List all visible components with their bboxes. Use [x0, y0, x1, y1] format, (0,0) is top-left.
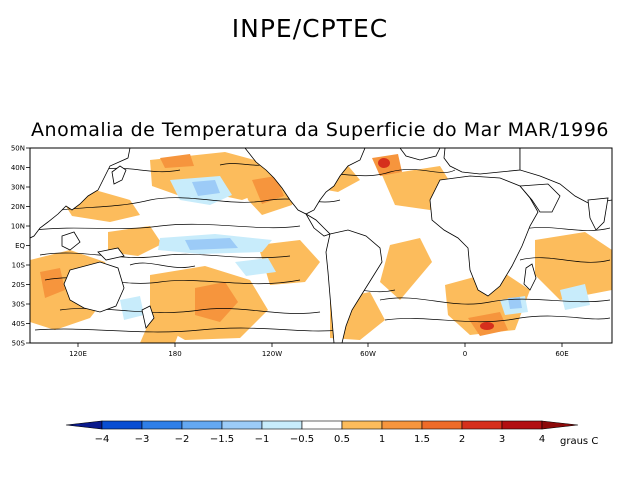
warm-cores — [378, 158, 494, 330]
land-asia — [30, 148, 131, 239]
moderate-cool-regions — [185, 180, 522, 309]
colorbar-tick-label: −4 — [95, 434, 110, 445]
lat-label: 10S — [12, 262, 26, 270]
lat-label: 30N — [11, 184, 25, 192]
colorbar-swatch — [381, 420, 423, 430]
organization-title: INPE/CPTEC — [231, 14, 389, 43]
land-madagascar — [523, 263, 537, 291]
lat-label: 40N — [11, 164, 25, 172]
colorbar-tick-label: −1 — [255, 434, 270, 445]
colorbar-swatch — [141, 420, 183, 430]
colorbar-tick-label: 0.5 — [334, 434, 350, 445]
lat-label: 40S — [12, 320, 26, 328]
colorbar-min-arrow — [65, 420, 103, 430]
latitude-axis: 50N 40N 30N 20N 10N EQ 10S 20S 30S 40S 5… — [11, 145, 30, 348]
lon-label: 60E — [555, 350, 568, 358]
lat-label: 20S — [12, 281, 26, 289]
land-new-zealand — [141, 305, 155, 329]
colorbar-tick-label: −1.5 — [210, 434, 234, 445]
colorbar-tick-label: −3 — [135, 434, 150, 445]
land-new-guinea — [97, 247, 125, 261]
lon-label: 120W — [262, 350, 282, 358]
land-australia — [63, 261, 125, 313]
map-panel — [30, 148, 612, 343]
colorbar-swatch — [421, 420, 463, 430]
land-japan — [111, 165, 127, 185]
land-masses — [30, 148, 612, 343]
land-greenland — [399, 148, 441, 161]
lat-label: EQ — [15, 242, 25, 250]
colorbar-swatch — [261, 420, 303, 430]
map-title: Anomalia de Temperatura da Superficie do… — [31, 119, 609, 141]
colorbar-tick-label: 1.5 — [414, 434, 430, 445]
lon-label: 60W — [360, 350, 376, 358]
strong-warm-anomaly-regions — [40, 154, 508, 336]
colorbar-swatch — [341, 420, 383, 430]
land-south-america — [325, 229, 383, 343]
colorbar-tick-label: −0.5 — [290, 434, 314, 445]
land-north-america — [244, 148, 366, 215]
colorbar-tick-label: 1 — [379, 434, 385, 445]
colorbar-swatch — [501, 420, 543, 430]
lon-label: 120E — [69, 350, 87, 358]
land-india — [587, 197, 609, 231]
colorbar: −4 −3 −2 −1.5 −1 −0.5 0.5 1 1.5 2 3 4 — [65, 420, 579, 445]
colorbar-unit: graus C — [560, 436, 598, 447]
land-arabia — [519, 183, 561, 213]
lat-label: 50N — [11, 145, 25, 153]
lon-label: 180 — [168, 350, 181, 358]
colorbar-swatch — [101, 420, 143, 430]
land-borneo — [61, 231, 81, 251]
lat-label: 20N — [11, 203, 25, 211]
lat-label: 30S — [12, 301, 26, 309]
colorbar-swatch — [461, 420, 503, 430]
colorbar-swatch — [301, 420, 343, 430]
lon-label: 0 — [463, 350, 467, 358]
colorbar-swatch — [221, 420, 263, 430]
colorbar-swatch — [181, 420, 223, 430]
colorbar-tick-label: 2 — [459, 434, 465, 445]
land-asia-west — [519, 148, 612, 205]
colorbar-max-arrow — [541, 420, 579, 430]
colorbar-tick-label: −2 — [175, 434, 190, 445]
lat-label: 10N — [11, 223, 25, 231]
longitude-axis: 120E 180 120W 60W 0 60E — [69, 343, 569, 358]
lat-label: 50S — [12, 340, 26, 348]
colorbar-tick-label: 4 — [539, 434, 545, 445]
colorbar-tick-label: 3 — [499, 434, 505, 445]
